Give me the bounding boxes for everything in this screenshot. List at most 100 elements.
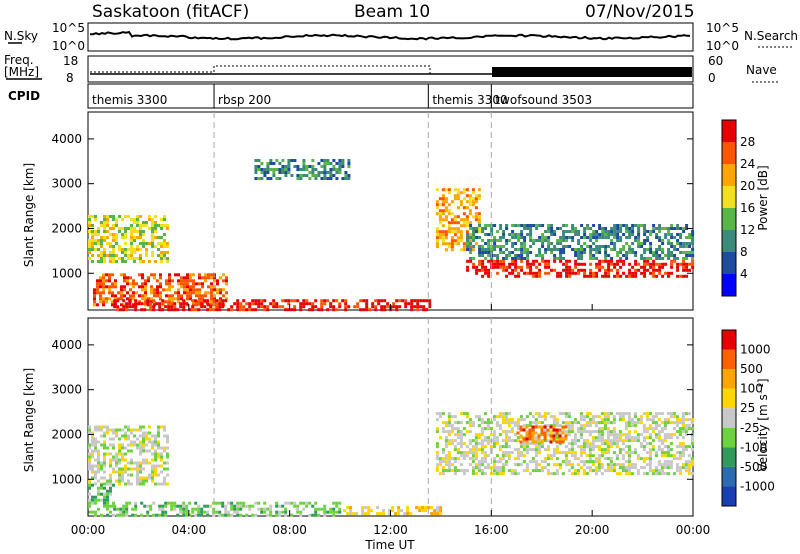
power-cell: [658, 257, 662, 260]
velocity-cell: [376, 512, 380, 516]
date-title: 07/Nov/2015: [585, 2, 695, 22]
power-cell: [547, 230, 551, 233]
power-cell: [471, 191, 475, 195]
velocity-cell: [106, 479, 109, 483]
velocity-cell: [627, 436, 631, 440]
velocity-cell: [115, 434, 118, 438]
power-cell: [141, 282, 144, 286]
power-cell: [646, 230, 650, 233]
power-cell: [598, 259, 602, 263]
power-cell: [177, 294, 180, 298]
velocity-cell: [648, 454, 652, 458]
power-cell: [168, 279, 171, 283]
velocity-cell: [269, 504, 273, 508]
velocity-cell: [663, 421, 667, 425]
power-cell: [466, 268, 470, 272]
velocity-cell: [567, 415, 571, 419]
power-cell: [468, 209, 472, 213]
velocity-cell: [263, 507, 267, 511]
power-cell: [192, 282, 195, 286]
power-cell: [604, 233, 608, 236]
velocity-cell: [103, 464, 106, 468]
power-cell: [176, 308, 180, 312]
velocity-cell: [127, 449, 130, 453]
velocity-cell: [230, 501, 234, 505]
power-cell: [239, 305, 243, 309]
velocity-cell: [125, 507, 129, 511]
power-heatmap-cells: [88, 159, 695, 312]
power-cell: [658, 271, 662, 275]
power-cell: [499, 239, 503, 242]
velocity-cell: [163, 434, 166, 438]
velocity-cell: [278, 504, 282, 508]
velocity-cell: [579, 460, 583, 464]
velocity-cell: [540, 415, 544, 419]
power-cell: [326, 159, 330, 162]
power-cell: [583, 274, 587, 278]
power-cell: [607, 274, 611, 278]
velocity-cell: [486, 466, 490, 470]
velocity-cell: [510, 439, 514, 443]
power-cell: [260, 168, 264, 171]
power-cell: [91, 245, 94, 248]
velocity-cell: [130, 467, 133, 471]
velocity-cell: [163, 449, 166, 453]
power-cell: [365, 299, 369, 303]
power-cell: [637, 224, 641, 227]
velocity-cell: [450, 442, 454, 446]
velocity-cell: [543, 466, 547, 470]
velocity-cell: [154, 470, 157, 474]
velocity-cell: [480, 433, 484, 437]
power-cell: [186, 276, 189, 280]
velocity-cell: [462, 442, 466, 446]
power-cell: [595, 230, 599, 233]
power-cell: [127, 227, 130, 230]
power-cell: [598, 233, 602, 236]
velocity-cell: [94, 443, 97, 447]
power-cell: [257, 177, 261, 180]
velocity-cell: [480, 418, 484, 422]
velocity-cell: [109, 461, 112, 465]
power-cell: [115, 221, 118, 224]
power-cell: [332, 174, 336, 177]
velocity-cell: [555, 428, 559, 432]
x-axis-label: Time UT: [364, 538, 415, 552]
power-cell: [682, 268, 686, 272]
velocity-cell: [233, 507, 237, 511]
velocity-cell: [615, 433, 619, 437]
power-cell: [314, 168, 318, 171]
power-cell: [441, 200, 445, 204]
power-cell: [123, 288, 126, 292]
power-cell: [266, 171, 270, 174]
power-cell: [589, 227, 593, 230]
velocity-cell: [427, 506, 431, 510]
velocity-cell: [687, 424, 691, 428]
power-cell: [658, 265, 662, 269]
power-cell: [598, 251, 602, 254]
velocity-cell: [609, 445, 613, 449]
velocity-cell: [528, 472, 532, 476]
power-cell: [607, 259, 611, 263]
velocity-cell: [121, 443, 124, 447]
power-cell: [444, 209, 448, 213]
velocity-cell: [684, 463, 688, 467]
velocity-cell: [504, 460, 508, 464]
power-cell: [646, 259, 650, 263]
power-cell: [100, 260, 103, 263]
velocity-cell: [191, 507, 195, 511]
velocity-cell: [516, 451, 520, 455]
power-cell: [577, 271, 581, 275]
power-cell: [592, 271, 596, 275]
velocity-cell: [690, 436, 694, 440]
power-cell: [526, 271, 530, 275]
velocity-cell: [438, 463, 442, 467]
power-cell: [308, 177, 312, 180]
colorbar-tick-label: 24: [740, 157, 755, 171]
power-cell: [153, 294, 156, 298]
velocity-cell: [163, 476, 166, 480]
power-cell: [468, 203, 472, 207]
power-cell: [314, 299, 318, 303]
power-cell: [151, 230, 154, 233]
power-cell: [278, 162, 282, 165]
velocity-cell: [450, 424, 454, 428]
